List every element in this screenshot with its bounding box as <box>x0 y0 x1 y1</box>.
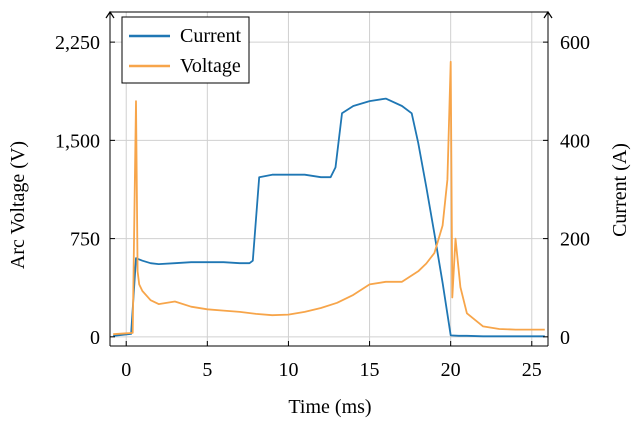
y-right-tick-label: 400 <box>560 130 590 152</box>
x-tick-label: 25 <box>522 359 542 381</box>
y-left-tick-label: 1,500 <box>55 130 100 152</box>
y-left-tick-label: 750 <box>70 229 100 251</box>
y-left-tick-label: 2,250 <box>55 32 100 54</box>
y-right-tick-label: 200 <box>560 229 590 251</box>
ticks: 0 5 10 15 20 25 0 750 1,500 2,250 0 200 400 600 <box>55 32 590 381</box>
legend: Current Voltage <box>121 16 250 84</box>
y-right-tick-label: 0 <box>560 327 570 349</box>
y-axis-label-right: Current (A) <box>609 143 631 237</box>
x-axis-label: Time (ms) <box>288 396 371 418</box>
x-tick-label: 0 <box>121 359 131 381</box>
y-axis-arrow-left <box>105 10 115 19</box>
x-tick-label: 15 <box>360 359 380 381</box>
series-line-voltage <box>113 60 545 336</box>
series-lines <box>113 60 545 338</box>
x-tick-label: 10 <box>278 359 298 381</box>
x-tick-label: 5 <box>202 359 212 381</box>
legend-box <box>121 16 250 84</box>
x-tick-label: 20 <box>441 359 461 381</box>
series-line-current <box>113 97 545 338</box>
y-axis-arrow-right <box>543 10 553 19</box>
y-right-tick-label: 600 <box>560 32 590 54</box>
axes <box>105 10 553 347</box>
legend-label-voltage: Voltage <box>180 55 241 77</box>
legend-label-current: Current <box>180 25 242 47</box>
y-left-tick-label: 0 <box>90 327 100 349</box>
y-axis-label-left: Arc Voltage (V) <box>7 141 29 269</box>
